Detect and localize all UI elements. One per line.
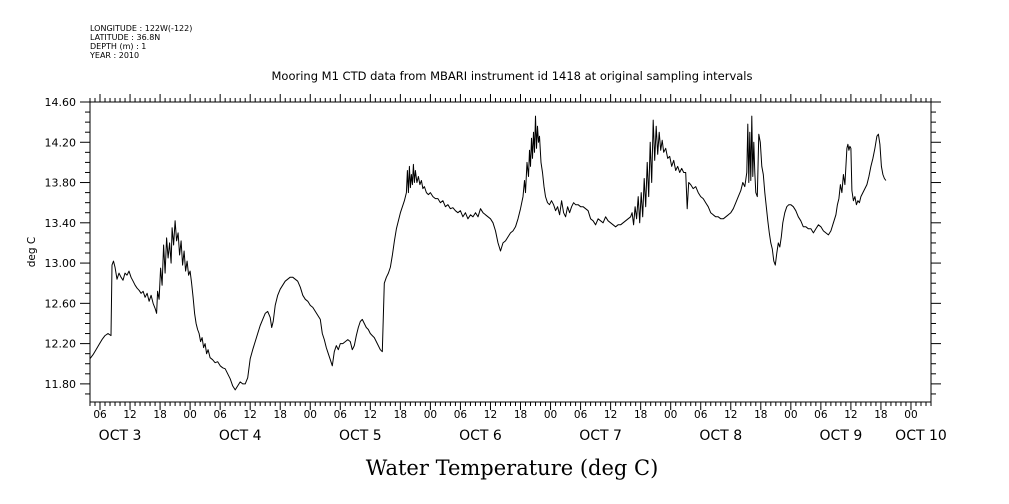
- day-label: OCT 3: [99, 428, 142, 444]
- day-label: OCT 5: [339, 428, 382, 444]
- x-tick-label: 18: [153, 409, 166, 421]
- longitude-text: LONGITUDE : 122W(-122): [90, 24, 192, 33]
- chart-title: Mooring M1 CTD data from MBARI instrumen…: [272, 69, 753, 83]
- x-tick-label: 18: [394, 409, 407, 421]
- x-tick-label: 06: [574, 409, 588, 421]
- series-group: [89, 115, 887, 391]
- x-tick-label: 06: [334, 409, 348, 421]
- y-tick-labels: 11.80 12.20 12.60 13.00 13.40 13.80 14.20 14.60: [45, 96, 77, 391]
- x-tick-label: 12: [484, 409, 497, 421]
- axis-ticks: [80, 94, 941, 410]
- x-day-labels: OCT 3 OCT 4 OCT 5 OCT 6 OCT 7 OCT 8 OCT 9 OCT 1…: [99, 428, 947, 444]
- x-tick-label: 06: [694, 409, 708, 421]
- latitude-text: LATITUDE : 36.8N: [90, 33, 160, 42]
- y-tick-label: 13.40: [45, 217, 77, 230]
- year-text: YEAR : 2010: [89, 51, 139, 60]
- location-info: LONGITUDE : 122W(-122) LATITUDE : 36.8N …: [89, 24, 192, 60]
- day-label: OCT 7: [579, 428, 622, 444]
- x-tick-label: 00: [424, 409, 437, 421]
- x-tick-label: 00: [544, 409, 557, 421]
- day-label: OCT 9: [820, 428, 863, 444]
- x-axis-title: Water Temperature (deg C): [366, 456, 659, 480]
- x-tick-label: 18: [274, 409, 287, 421]
- y-tick-label: 14.60: [45, 96, 77, 109]
- x-tick-label: 00: [904, 409, 917, 421]
- plot-frame: [89, 101, 932, 403]
- y-tick-label: 13.00: [45, 257, 77, 270]
- depth-text: DEPTH (m) : 1: [90, 42, 146, 51]
- x-tick-label: 06: [814, 409, 828, 421]
- y-tick-label: 14.20: [45, 136, 77, 149]
- day-label: OCT 10: [895, 428, 947, 444]
- x-tick-label: 12: [364, 409, 377, 421]
- x-tick-label: 18: [754, 409, 767, 421]
- temperature-series-line: [89, 115, 887, 391]
- x-tick-label: 12: [604, 409, 617, 421]
- x-tick-label: 18: [634, 409, 647, 421]
- x-tick-label: 00: [304, 409, 317, 421]
- day-label: OCT 6: [459, 428, 502, 444]
- x-tick-label: 12: [844, 409, 857, 421]
- day-label: OCT 8: [699, 428, 742, 444]
- x-tick-label: 12: [724, 409, 737, 421]
- x-tick-label: 00: [664, 409, 677, 421]
- x-tick-label: 18: [874, 409, 887, 421]
- x-tick-label: 06: [93, 409, 107, 421]
- y-tick-label: 12.60: [45, 297, 77, 310]
- y-tick-label: 12.20: [45, 338, 77, 351]
- x-tick-label: 00: [784, 409, 797, 421]
- x-tick-label: 12: [123, 409, 136, 421]
- y-tick-label: 11.80: [45, 378, 77, 391]
- y-tick-label: 13.80: [45, 177, 77, 190]
- x-tick-label: 06: [213, 409, 227, 421]
- day-label: OCT 4: [219, 428, 262, 444]
- x-tick-label: 12: [244, 409, 257, 421]
- x-tick-labels: 06 12 18 00 06 12 18 00 06 12 18 00 06 12 18 00 06 12 18 00…: [93, 409, 917, 421]
- y-axis-label: deg C: [26, 237, 38, 267]
- x-tick-label: 00: [183, 409, 196, 421]
- x-tick-label: 18: [514, 409, 527, 421]
- x-tick-label: 06: [454, 409, 468, 421]
